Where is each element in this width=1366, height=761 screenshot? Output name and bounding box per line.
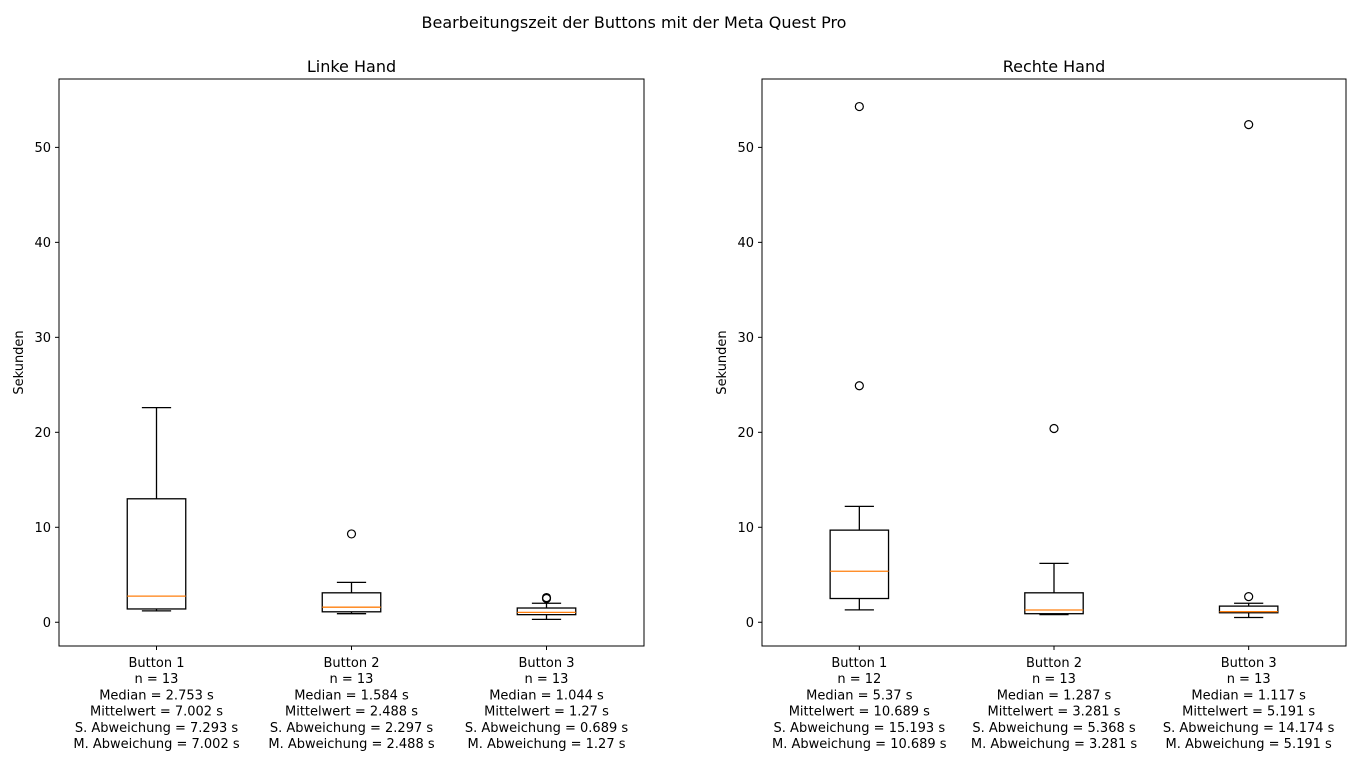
x-tick-label-line: Button 1 xyxy=(831,656,887,671)
x-tick-label-line: Mittelwert = 5.191 s xyxy=(1182,705,1315,720)
box-1 xyxy=(126,406,187,612)
x-tick-label-line: Median = 1.044 s xyxy=(489,688,604,703)
outlier-point xyxy=(541,592,552,603)
box-body xyxy=(829,529,890,600)
x-tick-label-line: Button 3 xyxy=(1221,656,1277,671)
x-tick-label-line: M. Abweichung = 10.689 s xyxy=(772,737,947,752)
x-tick-label-line: Mittelwert = 10.689 s xyxy=(789,705,930,720)
y-axis-label: Sekunden xyxy=(715,330,730,394)
x-tick-label-line: Button 1 xyxy=(129,656,185,671)
x-tick-label-line: n = 13 xyxy=(330,672,374,687)
x-tick-label-line: n = 13 xyxy=(525,672,569,687)
x-tick-label-line: S. Abweichung = 0.689 s xyxy=(465,721,629,736)
x-tick-label-line: S. Abweichung = 7.293 s xyxy=(75,721,239,736)
outlier-point xyxy=(854,101,864,112)
outlier-point xyxy=(346,529,357,539)
figure-title: Bearbeitungszeit der Buttons mit der Met… xyxy=(422,13,847,32)
panel-title: Linke Hand xyxy=(307,57,396,76)
x-tick-label-line: Button 3 xyxy=(519,656,575,671)
outlier-point xyxy=(854,381,864,391)
x-tick-label-line: M. Abweichung = 2.488 s xyxy=(268,737,434,752)
x-tick-label-line: Mittelwert = 1.27 s xyxy=(484,705,609,720)
box-body xyxy=(1024,592,1084,615)
x-tick-label-line: M. Abweichung = 7.002 s xyxy=(73,737,239,752)
y-tick-label: 20 xyxy=(737,426,754,441)
box-1 xyxy=(829,101,890,611)
y-tick-label: 10 xyxy=(34,521,51,536)
x-tick-label-line: n = 13 xyxy=(1032,672,1076,687)
x-tick-label-line: Button 2 xyxy=(1026,656,1082,671)
box-body xyxy=(516,607,577,616)
box-3 xyxy=(1218,119,1279,619)
y-tick-label: 10 xyxy=(737,521,754,536)
y-tick-label: 50 xyxy=(34,141,51,156)
box-body xyxy=(126,498,187,610)
y-tick-label: 50 xyxy=(737,141,754,156)
x-tick-label-line: M. Abweichung = 1.27 s xyxy=(468,737,626,752)
box-3 xyxy=(516,592,577,621)
axes-frame xyxy=(761,78,1347,647)
x-tick-label-line: M. Abweichung = 3.281 s xyxy=(971,737,1137,752)
y-tick-label: 30 xyxy=(737,331,754,346)
x-tick-label-line: S. Abweichung = 15.193 s xyxy=(774,721,946,736)
x-tick-label-line: Mittelwert = 2.488 s xyxy=(285,705,418,720)
x-tick-label-line: S. Abweichung = 5.368 s xyxy=(972,721,1136,736)
x-tick-label-line: n = 12 xyxy=(837,672,881,687)
y-tick-label: 0 xyxy=(43,616,51,631)
box-2 xyxy=(1024,423,1084,616)
outlier-point xyxy=(1049,423,1059,434)
box-body xyxy=(1218,605,1279,614)
y-tick-label: 20 xyxy=(34,426,51,441)
x-tick-label-line: S. Abweichung = 2.297 s xyxy=(270,721,434,736)
outlier-point xyxy=(1244,119,1254,130)
x-tick-label-line: M. Abweichung = 5.191 s xyxy=(1166,737,1332,752)
y-axis-label: Sekunden xyxy=(12,330,27,394)
panel-title: Rechte Hand xyxy=(1003,57,1106,76)
x-tick-label-line: Median = 2.753 s xyxy=(99,688,214,703)
axes-frame xyxy=(58,78,645,647)
y-tick-label: 30 xyxy=(34,331,51,346)
y-tick-label: 0 xyxy=(746,616,754,631)
x-tick-label-line: Median = 5.37 s xyxy=(806,688,913,703)
y-tick-label: 40 xyxy=(737,236,754,251)
x-tick-label-line: Median = 1.287 s xyxy=(997,688,1112,703)
outlier-point xyxy=(1244,592,1254,602)
box-2 xyxy=(321,529,382,615)
x-tick-label-line: Median = 1.117 s xyxy=(1191,688,1306,703)
x-tick-label-line: Button 2 xyxy=(324,656,380,671)
x-tick-label-line: Median = 1.584 s xyxy=(294,688,409,703)
box-body xyxy=(321,592,382,613)
y-tick-label: 40 xyxy=(34,236,51,251)
x-tick-label-line: n = 13 xyxy=(135,672,179,687)
x-tick-label-line: S. Abweichung = 14.174 s xyxy=(1163,721,1335,736)
x-tick-label-line: n = 13 xyxy=(1227,672,1271,687)
x-tick-label-line: Mittelwert = 3.281 s xyxy=(988,705,1121,720)
x-tick-label-line: Mittelwert = 7.002 s xyxy=(90,705,223,720)
